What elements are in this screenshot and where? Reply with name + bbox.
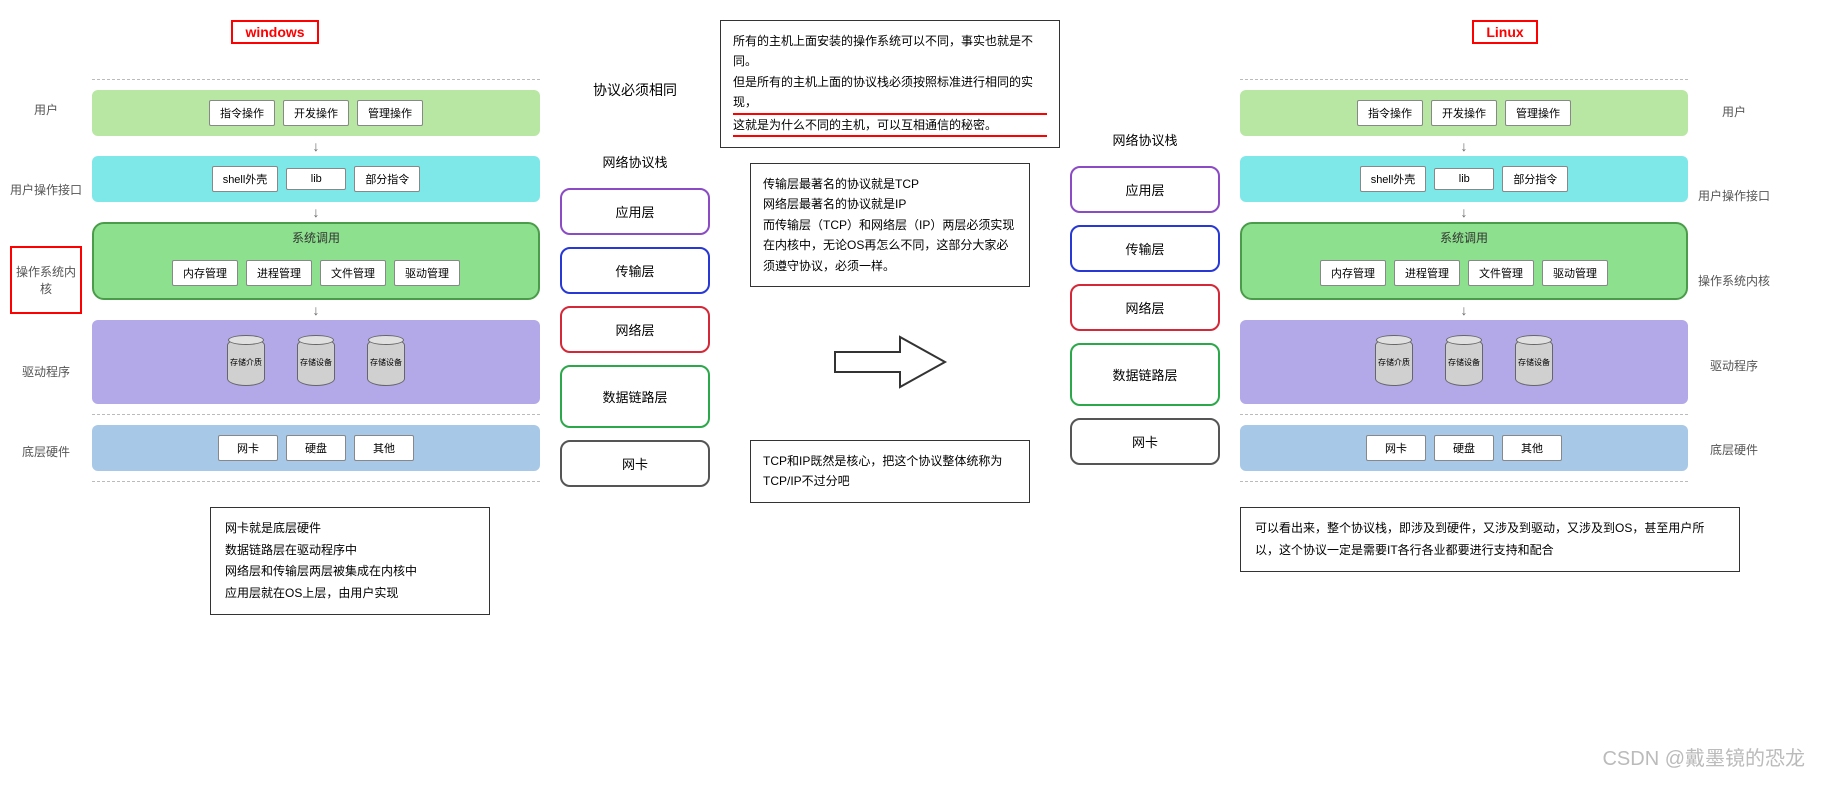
left-note: 网卡就是底层硬件 数据链路层在驱动程序中 网络层和传输层两层被集成在内核中 应用…	[210, 507, 490, 615]
driver-layer: 存储介质 存储设备 存储设备	[92, 320, 540, 404]
kernel-layer: 系统调用 内存管理 进程管理 文件管理 驱动管理	[92, 222, 540, 300]
windows-stack: 指令操作 开发操作 管理操作 ↓ shell外壳 lib 部分指令 ↓ 系统调用…	[92, 69, 540, 492]
right-proto-stack: 网络协议栈 应用层 传输层 网络层 数据链路层 网卡	[1070, 130, 1220, 615]
left-proto-stack: 协议必须相同 网络协议栈 应用层 传输层 网络层 数据链路层 网卡	[560, 80, 710, 615]
hw-layer: 网卡 硬盘 其他	[92, 425, 540, 471]
shell-layer: shell外壳 lib 部分指令	[92, 156, 540, 202]
tcp-note: TCP和IP既然是核心，把这个协议整体统称为TCP/IP不过分吧	[750, 440, 1030, 503]
arrow-icon	[830, 332, 950, 395]
windows-label: windows	[231, 20, 318, 44]
watermark: CSDN @戴墨镜的恐龙	[1602, 742, 1805, 771]
right-row-labels: 用户 用户操作接口 操作系统内核 驱动程序 底层硬件	[1698, 69, 1770, 492]
right-note: 可以看出来，整个协议栈，即涉及到硬件，又涉及到驱动，又涉及到OS，甚至用户所以，…	[1240, 507, 1740, 572]
linux-label: Linux	[1472, 20, 1537, 44]
user-layer: 指令操作 开发操作 管理操作	[92, 90, 540, 136]
left-row-labels: 用户 用户操作接口 操作系统内核 驱动程序 底层硬件	[10, 69, 82, 492]
linux-stack: 指令操作 开发操作 管理操作 ↓ shell外壳 lib 部分指令 ↓ 系统调用…	[1240, 69, 1688, 492]
mid-note: 传输层最著名的协议就是TCP 网络层最著名的协议就是IP 而传输层（TCP）和网…	[750, 163, 1030, 287]
top-note: 所有的主机上面安装的操作系统可以不同，事实也就是不同。 但是所有的主机上面的协议…	[720, 20, 1060, 148]
